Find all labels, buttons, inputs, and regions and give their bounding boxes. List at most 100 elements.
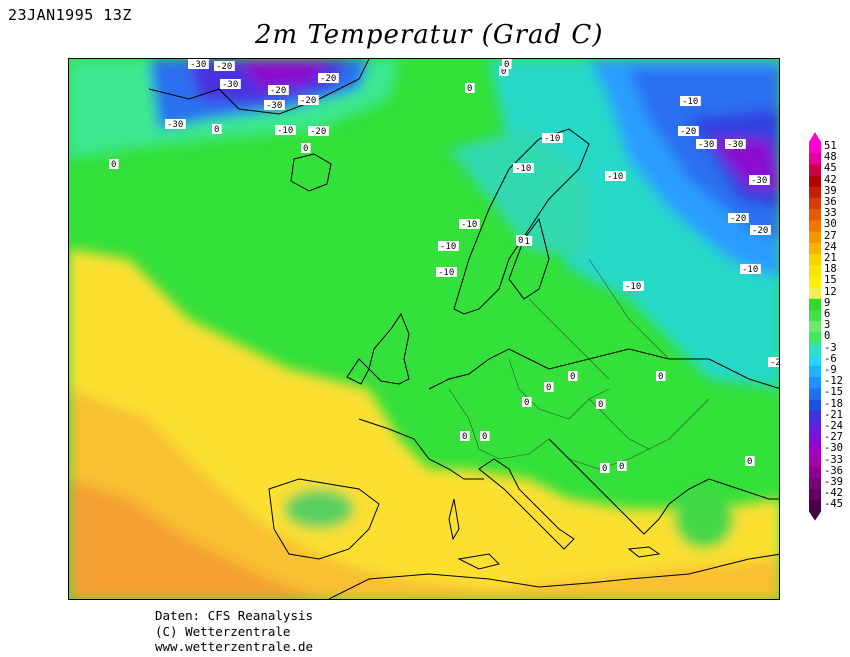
legend-swatch <box>809 186 821 199</box>
contour-label: 0 <box>602 464 607 474</box>
contour-label-box <box>568 371 578 381</box>
color-legend: 51 48 45 42 39 36 33 30 27 24 21 18 15 12 9 6 3 0 -3 -6 -9 -1… <box>808 132 848 524</box>
legend-label: -21 <box>824 408 843 421</box>
legend-swatch <box>809 354 821 367</box>
contour-label: -10 <box>515 164 531 174</box>
contour-label-box <box>749 175 770 185</box>
legend-label: 51 <box>824 140 837 152</box>
legend-label: -6 <box>824 352 837 365</box>
legend-swatch <box>809 310 821 322</box>
legend-swatch <box>809 433 821 445</box>
contour-label-box <box>220 79 241 89</box>
legend-label: 3 <box>824 319 831 332</box>
contour-label-box <box>656 371 666 381</box>
legend-label: 21 <box>824 252 837 264</box>
contour-label: -20 <box>270 86 286 96</box>
legend-label: -24 <box>824 420 843 432</box>
contour-label-box <box>542 133 563 143</box>
contour-label: -30 <box>222 80 238 90</box>
legend-swatch <box>809 478 821 490</box>
contour-label: 0 <box>598 400 603 410</box>
contour-label: -30 <box>167 120 183 130</box>
contour-label: 0 <box>111 160 116 170</box>
footer-data-source: Daten: CFS Reanalysis <box>155 608 314 623</box>
contour-label: -30 <box>190 60 206 70</box>
contour-label: -30 <box>751 176 767 186</box>
contour-label: -10 <box>544 134 560 144</box>
legend-swatch <box>809 388 821 400</box>
contour-label-box <box>318 73 339 83</box>
contour-label: -10 <box>277 126 293 136</box>
contour-label: 0 <box>214 125 219 135</box>
legend-label: -15 <box>824 386 843 399</box>
legend-label: 0 <box>824 330 831 343</box>
contour-label-box <box>438 241 459 251</box>
contour-label-box <box>109 159 119 169</box>
contour-label-box <box>745 456 755 466</box>
contour-label-box <box>502 59 512 69</box>
contour-label: -20 <box>752 226 768 236</box>
contour-label: -10 <box>607 172 623 182</box>
legend-label: -45 <box>824 498 843 511</box>
map-title: 2m Temperatur (Grad C) <box>255 20 604 50</box>
contour-label-box <box>696 139 717 149</box>
legend-arrow-bottom <box>809 511 821 521</box>
legend-swatch <box>809 377 821 389</box>
legend-label: 9 <box>824 296 831 309</box>
contour-label: -10 <box>625 282 641 292</box>
legend-swatch <box>809 321 821 333</box>
contour-label-box <box>460 431 470 441</box>
legend-swatch <box>809 175 821 188</box>
contour-label: 0 <box>518 236 523 246</box>
legend-swatch <box>809 466 821 479</box>
contour-labels: -30-20-30-20-20-30-20-30-2000-10000-10-1… <box>109 59 779 474</box>
legend-label: -12 <box>824 375 843 388</box>
contour-label: 0 <box>482 432 487 442</box>
legend-label: 27 <box>824 229 837 242</box>
legend-label: -3 <box>824 341 837 354</box>
legend-swatch <box>809 366 821 378</box>
legend-swatch <box>809 343 821 356</box>
contour-label-box <box>768 357 779 367</box>
contour-label-box <box>725 139 746 149</box>
temperature-map[interactable]: -30-20-30-20-20-30-20-30-2000-10000-10-1… <box>68 58 780 600</box>
legend-swatch <box>809 444 821 456</box>
contour-label-box <box>480 431 490 441</box>
contour-label: 0 <box>546 383 551 393</box>
legend-label: -42 <box>824 487 843 500</box>
contour-label-box <box>544 382 554 392</box>
legend-label: 6 <box>824 308 831 320</box>
legend-label: 30 <box>824 218 837 231</box>
footer-copyright: (C) Wetterzentrale <box>155 623 291 639</box>
contour-label-box <box>298 95 319 105</box>
legend-swatch <box>809 242 821 255</box>
contour-label-box <box>596 399 606 409</box>
legend-swatch <box>809 231 821 244</box>
contour-label-box <box>522 397 532 407</box>
legend-label: -18 <box>824 397 843 410</box>
date-label: 23JAN1995 13Z <box>8 6 132 24</box>
contour-label-box <box>605 171 626 181</box>
contour-label: -10 <box>742 265 758 275</box>
contour-label-box <box>214 61 235 71</box>
contour-label: -10 <box>440 242 456 252</box>
contour-label: 0 <box>619 462 624 472</box>
country-borders <box>448 258 710 470</box>
contour-label: 0 <box>524 398 529 408</box>
legend-swatch <box>809 287 821 300</box>
legend-arrow-top <box>809 132 821 142</box>
legend-swatch <box>809 422 821 434</box>
coastlines <box>148 59 779 599</box>
contour-label-box <box>516 235 526 245</box>
contour-label: -20 <box>320 74 336 84</box>
legend-label: 39 <box>824 184 837 197</box>
legend-label: 18 <box>824 263 837 276</box>
legend-swatch <box>809 410 821 423</box>
legend-swatch <box>809 209 821 221</box>
contour-label-box <box>264 100 285 110</box>
contour-label: 0 <box>467 84 472 94</box>
legend-swatch <box>809 332 821 344</box>
contour-label: -10 <box>461 220 477 230</box>
contour-label: -30 <box>266 101 282 111</box>
contour-label: -20 <box>680 127 696 137</box>
